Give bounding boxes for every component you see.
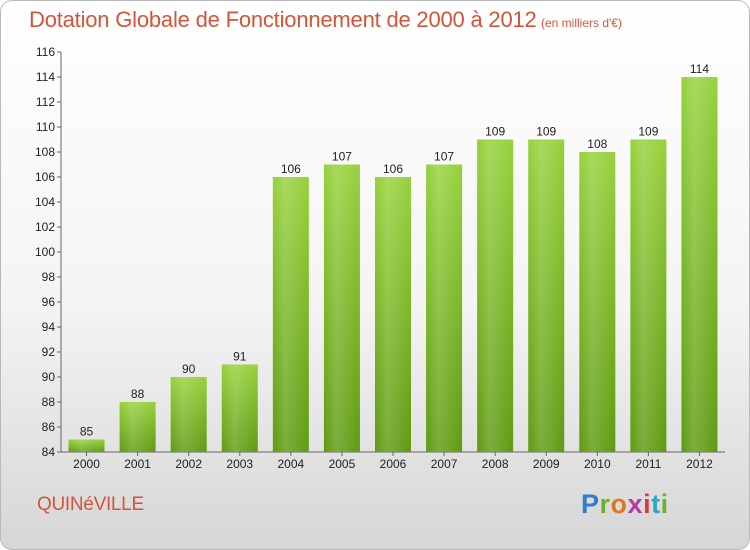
y-tick-label: 114 [36,70,55,84]
x-tick-label: 2007 [431,457,458,471]
data-label: 88 [131,387,145,401]
x-tick-label: 2008 [482,457,509,471]
logo-letter: t [651,489,661,519]
y-tick-label: 90 [42,370,56,384]
data-label: 107 [332,150,352,164]
y-tick-label: 92 [42,345,56,359]
logo-letter: P [581,489,600,519]
data-label: 91 [233,350,247,364]
y-tick-label: 84 [42,445,56,459]
y-tick-label: 94 [42,320,56,334]
bar-highlight [68,439,105,452]
data-label: 90 [182,362,196,376]
bar-highlight [170,377,207,452]
y-tick-label: 116 [36,45,55,59]
y-tick-label: 106 [35,170,55,184]
bar-highlight [272,177,309,452]
logo-letter: i [643,489,652,519]
bar-highlight [375,177,411,452]
y-tick-label: 86 [42,420,56,434]
bar-highlight [119,402,156,452]
x-tick-label: 2011 [635,457,661,471]
y-tick-label: 108 [35,145,55,159]
data-label: 106 [383,162,403,176]
y-tick-label: 98 [42,270,56,284]
x-tick-label: 2009 [533,457,560,471]
x-tick-label: 2000 [73,457,100,471]
proxiti-logo: Proxiti [581,489,669,520]
bar-highlight [630,139,667,452]
data-label: 85 [80,425,94,439]
y-tick-label: 88 [42,395,56,409]
data-label: 106 [281,162,301,176]
data-label: 109 [485,125,505,139]
x-tick-label: 2004 [277,457,304,471]
x-tick-label: 2010 [584,457,611,471]
chart-subtitle: (en milliers d'€) [541,16,622,30]
x-tick-label: 2003 [226,457,253,471]
bar-highlight [221,364,258,452]
y-tick-label: 100 [35,245,55,259]
logo-letter: r [599,489,611,519]
data-label: 114 [690,62,709,76]
y-tick-label: 96 [42,295,56,309]
chart-title: Dotation Globale de Fonctionnement de 20… [29,7,537,32]
commune-name: QUINéVILLE [37,494,144,515]
x-tick-label: 2001 [124,457,151,471]
y-tick-label: 110 [36,120,55,134]
x-tick-label: 2002 [175,457,202,471]
bar-highlight [528,139,565,452]
data-label: 107 [434,150,454,164]
x-tick-label: 2012 [686,457,713,471]
y-tick-label: 104 [35,195,55,209]
bar-highlight [323,164,360,452]
data-label: 108 [587,137,607,151]
logo-letter: i [660,489,669,519]
bar-highlight [477,139,514,452]
x-tick-label: 2006 [380,457,407,471]
bar-highlight [426,164,463,452]
bar-highlight [579,152,616,452]
logo-letter: o [610,489,628,519]
data-label: 109 [536,125,556,139]
logo-letter: x [627,489,644,519]
y-tick-label: 102 [35,220,55,234]
y-tick-label: 112 [36,95,55,109]
bar-highlight [681,77,718,452]
x-tick-label: 2005 [329,457,356,471]
data-label: 109 [638,125,658,139]
